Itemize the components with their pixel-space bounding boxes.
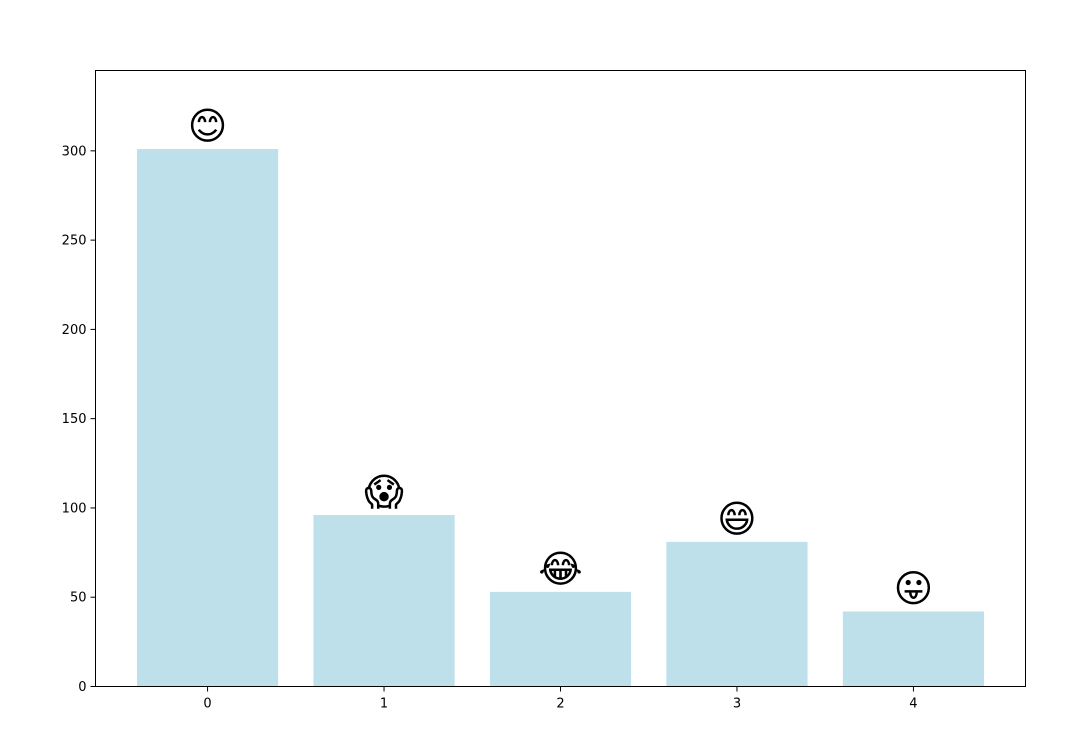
x-axis: 0 1 2 3 4	[203, 686, 918, 712]
x-tick-label: 1	[380, 697, 388, 712]
y-tick-label: 50	[70, 591, 87, 606]
y-axis: 0 50 100 150 200 250 300	[62, 144, 96, 695]
y-tick-label: 150	[62, 412, 87, 427]
x-tick-label: 4	[909, 697, 917, 712]
face-with-tongue-icon: 😛	[894, 567, 934, 611]
y-tick-label: 200	[62, 323, 87, 338]
bar-4	[842, 611, 985, 687]
bars-layer	[136, 149, 985, 687]
emoji-markers-layer: 😊 😱 😂 😄 😛	[188, 104, 934, 610]
x-tick-label: 2	[556, 697, 564, 712]
y-tick-label: 0	[78, 680, 86, 695]
smiling-face-with-smiling-eyes-icon: 😊	[188, 104, 228, 148]
plot-frame	[95, 70, 1026, 687]
x-tick-label: 3	[733, 697, 741, 712]
bar-1	[313, 515, 455, 687]
bar-0	[136, 149, 279, 687]
y-tick-label: 100	[62, 501, 87, 516]
grinning-face-with-smiling-eyes-icon: 😄	[717, 497, 757, 541]
face-screaming-in-fear-icon: 😱	[364, 470, 404, 514]
face-with-tears-of-joy-icon: 😂	[538, 547, 582, 591]
y-tick-label: 250	[62, 234, 87, 249]
bar-3	[666, 541, 808, 687]
y-tick-label: 300	[62, 144, 87, 159]
x-tick-label: 0	[203, 697, 211, 712]
bar-2	[489, 591, 632, 687]
